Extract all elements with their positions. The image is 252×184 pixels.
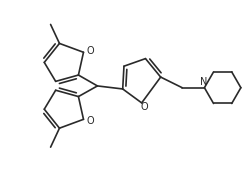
Text: N: N [199, 77, 207, 87]
Text: O: O [140, 102, 148, 112]
Text: O: O [86, 116, 93, 126]
Text: O: O [86, 46, 93, 56]
